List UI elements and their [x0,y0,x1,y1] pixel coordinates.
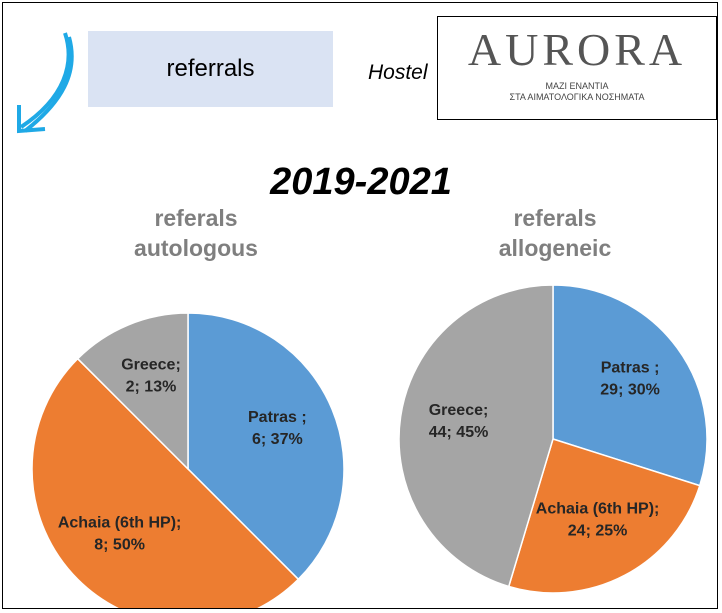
slice-label: Patras ; [601,360,660,377]
pie-slice [187,312,345,581]
pie-title: referals allogeneic [498,205,612,261]
logo-line: ΜΑΖΙ ΕΝΑΝΤΙΑ [545,81,609,91]
charts: Patras ; 6; 37% Achaia (6th HP); 8; 50% Gree… [17,32,708,608]
slice-label: Patras ; [248,409,307,426]
period: 2019-2021 [270,161,452,203]
hostel: Hostel [368,61,428,84]
slice-value: 2; 13% [126,379,177,396]
slice-label: Achaia (6th HP); [58,514,182,531]
logo-line: ΣΤΑ ΑΙΜΑΤΟΛΟΓΙΚΑ ΝΟΣΗΜΑΤΑ [509,92,645,102]
slice-label: Greece; [429,402,489,419]
box-text: referrals [166,55,255,82]
logo-box: AURORA ΜΑΖΙ ΕΝΑΝΤΙΑ ΣΤΑ ΑΙΜΑΤΟΛΟΓΙΚΑ ΝΟΣ… [437,16,717,120]
logo: AURORA [467,24,687,75]
referrals-box: referrals [88,31,333,107]
slice-value: 44; 45% [429,424,489,441]
slice-label: Achaia (6th HP); [536,500,660,517]
slice-value: 29; 30% [600,382,660,399]
pie-title: referals autologous [134,205,258,261]
slice-value: 24; 25% [568,522,628,539]
pie-slice [507,438,701,594]
slice-value: 6; 37% [252,431,303,448]
arrow [17,32,74,134]
pie-slice [398,284,554,588]
slice-value: 8; 50% [94,536,145,553]
slice-label: Greece; [121,357,181,374]
pie-slice [552,284,708,487]
pie-slice [76,312,189,471]
pie-slice [31,357,300,608]
